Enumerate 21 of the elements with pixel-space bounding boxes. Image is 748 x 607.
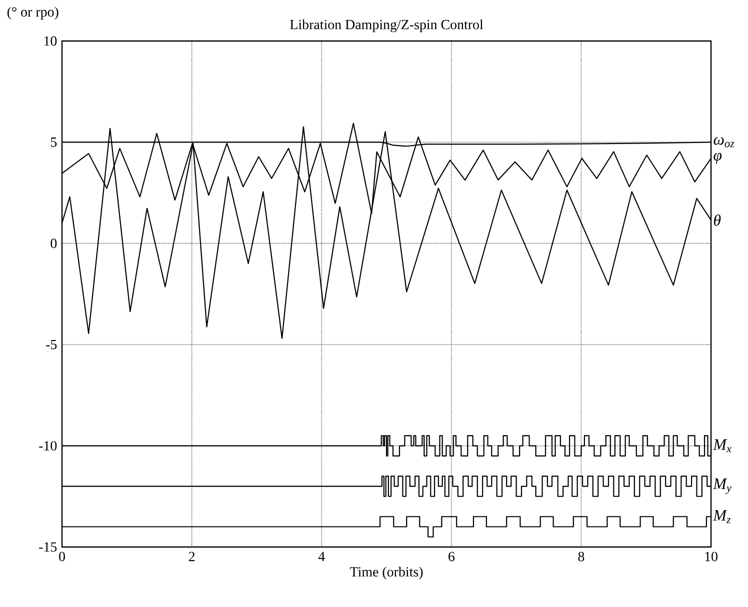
y-tick-label: 5 (51, 138, 57, 147)
series-label: M$_{y}$ (713, 478, 732, 494)
x-tick-label: 2 (188, 552, 195, 562)
x-axis-title: Time (orbits) (350, 566, 423, 580)
x-tick-label: 0 (59, 552, 65, 562)
series-label: θ (714, 214, 721, 226)
y-tick-label: -15 (39, 542, 57, 552)
series-label: φ (714, 152, 722, 164)
series-label: ω$_{oz}$ (714, 137, 734, 148)
series-label: M$_{z}$ (713, 510, 731, 524)
y-tick-label: 10 (44, 36, 57, 46)
y-tick-label: 0 (50, 238, 57, 248)
x-tick-label: 8 (578, 552, 584, 562)
x-tick-label: 6 (448, 552, 454, 562)
series-label: M$_{x}$ (713, 439, 732, 452)
chart-title: Libration Damping/Z-spin Control (290, 19, 484, 32)
y-axis-title: (° or rpo) (7, 6, 58, 20)
y-tick-label: -5 (46, 340, 57, 350)
x-tick-label: 4 (318, 552, 325, 562)
y-tick-label: -10 (39, 441, 57, 450)
x-tick-label: 10 (705, 552, 718, 562)
